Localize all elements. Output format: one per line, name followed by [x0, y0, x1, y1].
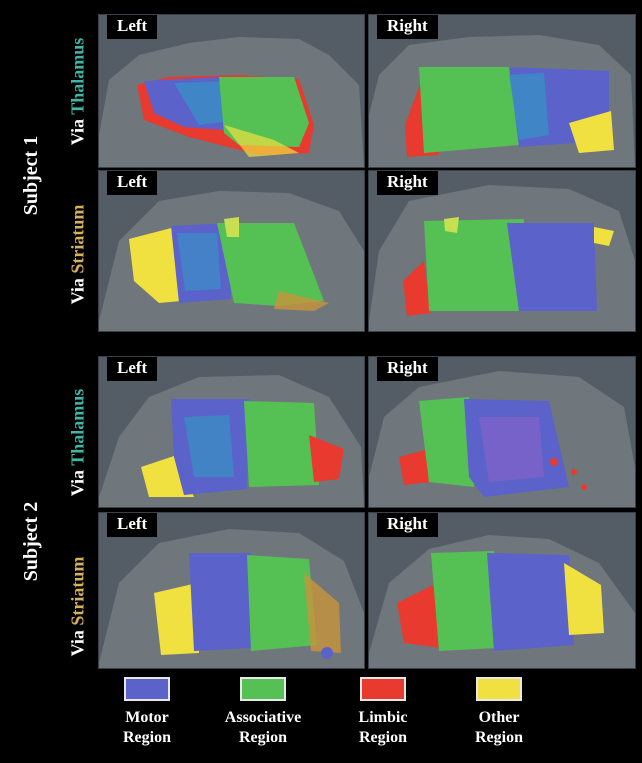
brain-render-s2-thalamus-left: [99, 375, 364, 507]
panel-s1-thalamus-left: Left: [98, 14, 365, 168]
row-2-pathway-label: Via Striatum: [67, 204, 88, 305]
subject-1-label: Subject 1: [20, 135, 43, 216]
legend-label-other: Other Region: [475, 709, 523, 746]
panel-s2-striatum-right-tag: Right: [377, 513, 438, 537]
legend-swatch-associative: [240, 677, 286, 701]
legend-label-motor: Motor Region: [123, 709, 171, 746]
panel-s2-thalamus-right: Right: [368, 356, 636, 508]
panel-s2-thalamus-right-tag: Right: [377, 357, 438, 381]
panel-s2-striatum-left-tag: Left: [107, 513, 158, 537]
panel-s2-thalamus-left-tag: Left: [107, 357, 158, 381]
panel-s1-striatum-left-tag: Left: [107, 171, 158, 195]
row-1-pathway-label: Via Thalamus: [67, 37, 88, 146]
panel-s2-striatum-left: Left: [98, 512, 365, 669]
panel-s1-thalamus-right: Right: [368, 14, 636, 168]
panel-s2-striatum-right: Right: [368, 512, 636, 669]
panel-s1-thalamus-right-tag: Right: [377, 15, 438, 39]
brain-render-s2-striatum-right: [369, 535, 635, 668]
legend-swatch-motor: [124, 677, 170, 701]
legend-swatch-other: [476, 677, 522, 701]
panel-s1-striatum-right: Right: [368, 170, 636, 332]
panel-s2-thalamus-left: Left: [98, 356, 365, 508]
subject-2-label: Subject 2: [20, 501, 43, 582]
panel-s1-striatum-right-tag: Right: [377, 171, 438, 195]
legend-label-limbic: Limbic Region: [358, 709, 408, 746]
row-4-pathway-label: Via Striatum: [67, 556, 88, 657]
panel-s1-striatum-left: Left: [98, 170, 365, 332]
brain-render-s2-thalamus-right: [369, 371, 635, 507]
brain-render-s2-striatum-left: [99, 529, 364, 668]
brain-render-s1-thalamus-left: [99, 37, 364, 167]
panel-s1-thalamus-left-tag: Left: [107, 15, 158, 39]
brain-render-s1-striatum-left: [99, 191, 364, 331]
legend-label-associative: Associative Region: [224, 709, 302, 746]
brain-render-s1-thalamus-right: [369, 35, 635, 167]
row-3-pathway-label: Via Thalamus: [67, 388, 88, 497]
legend-swatch-limbic: [360, 677, 406, 701]
brain-render-s1-striatum-right: [369, 185, 635, 331]
